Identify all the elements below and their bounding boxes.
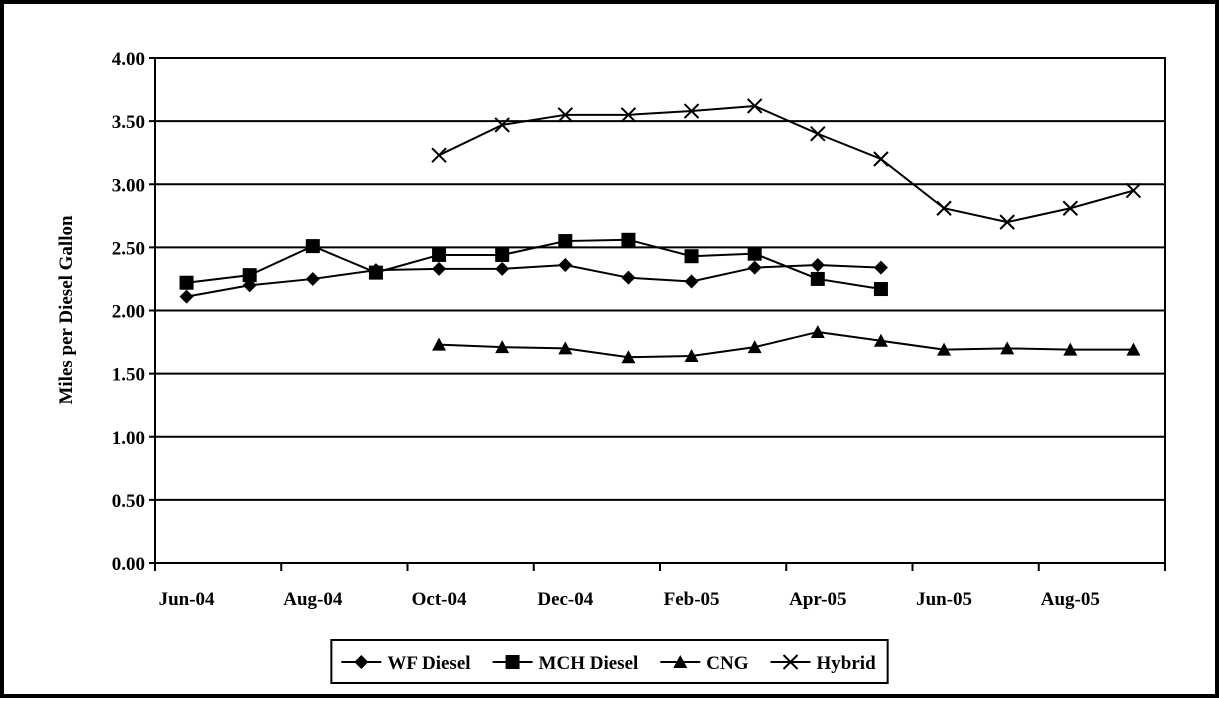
marker [1000, 341, 1015, 355]
y-tick-label: 1.00 [112, 428, 145, 449]
x-tick-label: Jun-05 [916, 589, 972, 610]
marker [746, 98, 763, 114]
marker [1062, 200, 1079, 216]
marker [305, 239, 320, 254]
marker [1063, 342, 1078, 356]
marker [747, 260, 762, 275]
series-line [186, 264, 881, 298]
marker [683, 103, 700, 119]
marker [937, 342, 952, 356]
marker [368, 265, 383, 280]
marker [557, 107, 574, 123]
legend-label: WF Diesel [387, 653, 470, 674]
marker [179, 289, 194, 304]
x-tick-label: Apr-05 [789, 589, 846, 610]
marker [558, 258, 573, 273]
legend-item: WF Diesel [341, 653, 471, 674]
marker [431, 147, 447, 163]
marker [873, 333, 888, 347]
marker [620, 107, 637, 123]
marker [873, 282, 888, 297]
marker [305, 271, 320, 286]
x-tick-label: Oct-04 [412, 589, 467, 610]
marker [684, 274, 699, 289]
y-tick-label: 2.50 [112, 238, 145, 259]
marker [505, 655, 520, 669]
legend-item: MCH Diesel [492, 653, 639, 674]
marker [495, 261, 510, 276]
marker [1126, 342, 1141, 356]
x-tick-label: Aug-04 [283, 589, 343, 610]
marker [621, 232, 636, 247]
marker [873, 260, 888, 275]
y-tick-label: 0.50 [112, 491, 145, 512]
marker [495, 247, 510, 262]
marker [810, 271, 825, 286]
legend-item: CNG [660, 653, 749, 674]
legend-label: Hybrid [817, 653, 877, 674]
series-line [439, 330, 1134, 359]
marker [179, 275, 194, 290]
legend-label: CNG [706, 653, 748, 674]
marker [873, 151, 889, 167]
marker [936, 200, 952, 216]
marker [242, 268, 257, 283]
marker [432, 247, 447, 262]
marker [621, 270, 636, 285]
marker [684, 348, 699, 362]
x-tick-label: Feb-05 [664, 589, 720, 610]
marker [810, 324, 825, 338]
series-line [438, 104, 1134, 224]
marker [782, 654, 799, 670]
marker [999, 214, 1015, 230]
marker [747, 246, 762, 261]
marker [747, 340, 762, 354]
marker [810, 258, 825, 273]
x-tick-label: Dec-04 [537, 589, 593, 610]
x-tick-label: Jun-04 [159, 589, 215, 610]
marker [684, 249, 699, 264]
marker [1125, 182, 1142, 199]
marker [495, 340, 510, 354]
y-tick-label: 0.00 [112, 554, 145, 575]
y-tick-label: 3.00 [112, 175, 145, 196]
legend-item: Hybrid [770, 653, 877, 674]
marker [673, 655, 688, 668]
y-tick-label: 3.50 [112, 112, 145, 133]
y-axis-label: Miles per Diesel Gallon [56, 215, 77, 405]
legend: WF Diesel MCH Diesel CNG Hybrid [330, 639, 889, 684]
marker [432, 337, 447, 351]
y-tick-label: 1.50 [112, 365, 145, 386]
y-tick-label: 2.00 [112, 302, 145, 323]
marker [354, 655, 369, 669]
series-line [186, 238, 882, 291]
marker [558, 234, 573, 249]
y-tick-label: 4.00 [112, 49, 145, 70]
marker [558, 341, 573, 355]
marker [810, 126, 826, 142]
marker [494, 117, 510, 133]
marker [432, 261, 447, 276]
legend-label: MCH Diesel [539, 653, 639, 674]
x-tick-label: Aug-05 [1041, 589, 1100, 610]
marker [621, 350, 636, 364]
